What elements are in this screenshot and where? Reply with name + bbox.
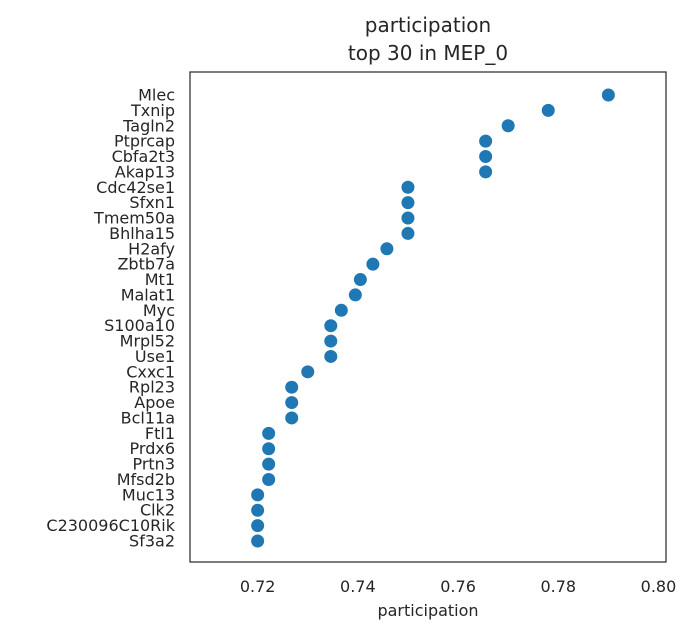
data-point — [251, 488, 265, 502]
y-tick-label: Cxxc1 — [126, 362, 175, 381]
x-tick-label: 0.78 — [540, 577, 576, 596]
y-tick-label: Ptprcap — [114, 132, 175, 151]
y-tick-label: Mt1 — [145, 270, 175, 289]
data-point — [401, 211, 415, 225]
y-tick-label: Tmem50a — [93, 209, 175, 228]
y-tick-label: C230096C10Rik — [46, 516, 175, 535]
y-tick-label: Cbfa2t3 — [112, 147, 175, 166]
data-point — [334, 303, 348, 317]
y-tick-label: Zbtb7a — [117, 255, 175, 274]
data-point — [262, 472, 276, 486]
data-point — [353, 273, 367, 287]
y-tick-label: Sf3a2 — [129, 532, 175, 551]
y-tick-label: Mrpl52 — [120, 332, 175, 351]
data-point — [285, 411, 299, 425]
data-point — [401, 226, 415, 240]
y-tick-label: Apoe — [134, 393, 175, 412]
y-tick-label: Cdc42se1 — [96, 178, 175, 197]
chart-title-line-2: top 30 in MEP_0 — [348, 41, 508, 65]
x-tick-label: 0.76 — [440, 577, 476, 596]
y-tick-label: Mlec — [138, 86, 175, 105]
x-axis-label: participation — [377, 601, 478, 620]
data-point — [380, 242, 394, 256]
y-tick-label: Tagln2 — [122, 116, 175, 135]
y-tick-label: Rpl23 — [129, 378, 175, 397]
y-tick-label: Prdx6 — [130, 439, 175, 458]
data-point — [262, 426, 276, 440]
data-point — [324, 334, 338, 348]
y-tick-label: Mfsd2b — [117, 470, 175, 489]
data-point — [251, 503, 265, 517]
data-point — [479, 165, 493, 179]
data-point — [401, 180, 415, 194]
y-tick-label: Muc13 — [122, 485, 175, 504]
y-axis-category-labels: MlecTxnipTagln2PtprcapCbfa2t3Akap13Cdc42… — [46, 86, 175, 551]
data-point — [262, 442, 276, 456]
x-tick-label: 0.72 — [240, 577, 276, 596]
data-point — [285, 396, 299, 410]
data-point — [324, 319, 338, 333]
data-point — [251, 534, 265, 548]
plot-area-frame — [189, 71, 667, 563]
data-point — [262, 457, 276, 471]
y-tick-label: Clk2 — [140, 501, 175, 520]
x-tick-label: 0.80 — [641, 577, 677, 596]
data-point — [541, 103, 555, 117]
y-tick-label: Bcl11a — [121, 408, 175, 427]
y-tick-label: Prtn3 — [132, 455, 175, 474]
data-point — [479, 134, 493, 148]
y-tick-label: Sfxn1 — [129, 193, 175, 212]
data-point — [251, 519, 265, 533]
y-tick-label: Bhlha15 — [109, 224, 175, 243]
data-point — [324, 349, 338, 363]
data-point — [479, 150, 493, 164]
x-tick-label: 0.74 — [340, 577, 376, 596]
data-point — [401, 196, 415, 210]
y-tick-label: Txnip — [130, 101, 175, 120]
data-points — [251, 88, 615, 548]
chart-title-line-1: participation — [365, 13, 491, 37]
y-tick-label: Ftl1 — [145, 424, 175, 443]
y-tick-label: Use1 — [135, 347, 175, 366]
y-tick-label: Myc — [143, 301, 175, 320]
data-point — [285, 380, 299, 394]
data-point — [366, 257, 380, 271]
data-point — [301, 365, 315, 379]
y-tick-label: S100a10 — [104, 316, 175, 335]
data-point — [601, 88, 615, 102]
y-tick-label: H2afy — [128, 239, 175, 258]
data-point — [501, 119, 515, 133]
data-point — [348, 288, 362, 302]
y-tick-label: Akap13 — [115, 162, 175, 181]
y-tick-label: Malat1 — [121, 285, 175, 304]
x-axis-ticks: 0.72 0.74 0.76 0.78 0.80 — [240, 577, 676, 596]
